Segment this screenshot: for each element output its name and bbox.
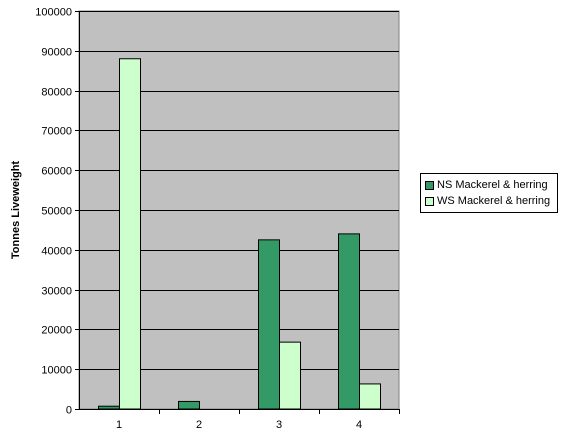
bar-ns-1 <box>98 405 120 410</box>
legend: NS Mackerel & herring WS Mackerel & herr… <box>420 173 558 213</box>
y-tick-label: 100000 <box>35 7 72 19</box>
y-tick-label: 0 <box>66 405 72 417</box>
legend-label-ws: WS Mackerel & herring <box>437 195 551 207</box>
y-tick-label: 40000 <box>41 246 72 258</box>
y-tick-label: 70000 <box>41 126 72 138</box>
axes <box>75 11 400 414</box>
x-tick-label: 2 <box>196 419 202 431</box>
legend-swatch-ws <box>425 196 434 206</box>
legend-item-ws: WS Mackerel & herring <box>425 193 553 209</box>
x-tick-labels: 1 2 3 4 <box>116 419 362 431</box>
y-tick-label: 10000 <box>41 365 72 377</box>
bar-ns-3 <box>258 239 280 410</box>
legend-item-ns: NS Mackerel & herring <box>425 177 553 193</box>
y-tick-label: 90000 <box>41 47 72 59</box>
legend-swatch-ns <box>425 180 434 190</box>
x-tick-label: 1 <box>116 419 122 431</box>
bar-ns-4 <box>338 233 360 410</box>
bar-ws-1 <box>119 58 141 410</box>
x-tick-label: 4 <box>356 419 362 431</box>
bar-ns-2 <box>178 400 200 410</box>
y-tick-labels: 0 10000 20000 30000 40000 50000 60000 70000 8000… <box>35 7 72 417</box>
legend-label-ns: NS Mackerel & herring <box>437 179 548 191</box>
y-axis-label: Tonnes Liveweight <box>10 161 22 260</box>
y-tick-label: 60000 <box>41 166 72 178</box>
bar-ws-3 <box>279 341 301 410</box>
y-tick-label: 50000 <box>41 206 72 218</box>
x-tick-label: 3 <box>276 419 282 431</box>
bars <box>98 58 381 410</box>
bar-ws-4 <box>359 383 381 410</box>
y-tick-label: 80000 <box>41 87 72 99</box>
y-tick-label: 30000 <box>41 286 72 298</box>
y-tick-label: 20000 <box>41 325 72 337</box>
